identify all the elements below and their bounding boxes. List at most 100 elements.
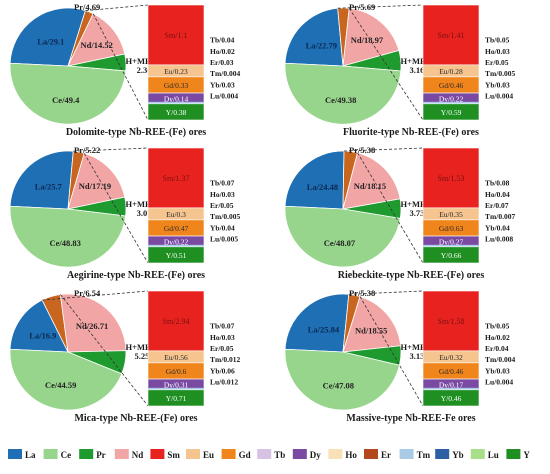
- pie-label-pr: Pr/5.22: [74, 145, 100, 155]
- pie-label-ce: Ce/48.83: [49, 238, 80, 248]
- bar-segment-sm: [422, 290, 480, 352]
- legend: La Ce Pr Nd Sm Eu Gd Tb Dy Ho Er Tm Yb Lu Y: [8, 449, 530, 460]
- pie-label-pr: Pr/6.54: [74, 288, 101, 298]
- bar-label-eu: Eu/0.32: [439, 353, 463, 362]
- pie-label-nd: Nd/17.19: [79, 181, 111, 191]
- minor-label-lu: Lu/0.008: [485, 235, 513, 244]
- pie-slice-nd: [59, 293, 127, 353]
- bar-label-eu: Eu/0.23: [164, 67, 188, 76]
- pie-label-la: La/25.7: [35, 181, 63, 191]
- pie-label-nd: Nd/14.52: [81, 40, 113, 50]
- legend-swatch-y: [506, 449, 521, 459]
- legend-swatch-dy: [292, 449, 307, 459]
- legend-swatch-tm: [399, 449, 414, 459]
- legend-swatch-pr: [79, 449, 94, 459]
- bar-label-sm: Sm/1.1: [165, 31, 188, 40]
- minor-label-er: Er/0.03: [210, 58, 234, 67]
- minor-label-yb: Yb/0.06: [210, 366, 235, 375]
- minor-label-tm: Tm/0.005: [485, 69, 515, 78]
- pie-label-nd: Nd/26.71: [76, 321, 108, 331]
- bar-label-y: Y/0.66: [441, 251, 462, 260]
- pie-label-pr: Pr/4.69: [74, 2, 100, 12]
- pie-slice-nd: [342, 152, 401, 210]
- legend-label-tm: Tm: [417, 450, 431, 460]
- minor-label-tb: Tb/0.05: [485, 322, 510, 331]
- pie-label-nd: Nd/18.55: [355, 325, 387, 335]
- minor-label-yb: Yb/0.03: [485, 80, 510, 89]
- pie-label-hmree: H+MREE 3.138: [401, 342, 438, 361]
- pie-label-hmree: H+MREE 3.169: [401, 56, 438, 75]
- bar-label-y: Y/0.71: [166, 394, 187, 403]
- bar-label-dy: Dy/0.22: [439, 94, 464, 103]
- bar-label-dy: Dy/0.31: [164, 380, 189, 389]
- pie-label-hmree: H+MREE 3.735: [401, 199, 438, 218]
- legend-label-gd: Gd: [239, 450, 251, 460]
- pie-label-hmree-value: 3.735: [409, 208, 428, 218]
- bar-segment-minor: [148, 244, 204, 247]
- pie-slice-ce: [284, 348, 400, 411]
- legend-swatch-yb: [435, 449, 450, 459]
- bar-label-y: Y/0.46: [441, 394, 462, 403]
- panel-riebeckite-type-nb-ree-fe-ores: Ce/48.07 La/24.48 Nd/18.15 Pr/5.38 H+MREE 3.7…: [284, 145, 515, 281]
- pie-label-hmree-value: 3.07: [137, 208, 153, 218]
- pie-label-nd: Nd/18.97: [351, 35, 384, 45]
- pie-label-hmree-name: H+MREE: [401, 56, 438, 66]
- legend-swatch-er: [364, 449, 378, 459]
- minor-label-ho: Ho/0.03: [485, 47, 510, 56]
- bar-segment-y: [147, 103, 205, 121]
- bar-label-sm: Sm/1.41: [438, 31, 465, 40]
- minor-label-lu: Lu/0.004: [485, 92, 513, 101]
- pie-label-pr: Pr/5.69: [349, 2, 375, 12]
- pie-slice-la: [284, 150, 345, 210]
- pie-label-ce: Ce/49.4: [52, 95, 80, 105]
- minor-label-yb: Yb/0.04: [210, 223, 235, 232]
- pie-label-hmree-value: 2.30: [137, 65, 152, 75]
- bar-label-y: Y/0.51: [166, 251, 187, 260]
- bar-segment-sm: [147, 147, 205, 209]
- minor-label-ho: Ho/0.02: [210, 47, 235, 56]
- minor-label-er: Er/0.05: [210, 344, 234, 353]
- minor-label-tm: Tm/0.005: [210, 212, 240, 221]
- bar-segment-y: [147, 389, 205, 407]
- minor-label-ho: Ho/0.04: [485, 190, 510, 199]
- minor-label-yb: Yb/0.03: [485, 366, 510, 375]
- minor-label-ho: Ho/0.03: [210, 333, 235, 342]
- bar-label-sm: Sm/1.53: [438, 174, 465, 183]
- legend-label-yb: Yb: [452, 450, 464, 460]
- pie-slice-ce: [9, 205, 127, 268]
- bar-label-eu: Eu/0.35: [439, 210, 463, 219]
- panel-aegirine-type-nb-ree-fe-ores: Ce/48.83 La/25.7 Nd/17.19 Pr/5.22 H+MREE 3.07…: [9, 145, 240, 281]
- pie-slice-la: [9, 7, 86, 67]
- bar-label-gd: Gd/0.47: [164, 224, 189, 233]
- connector-line-top: [73, 147, 149, 152]
- connector-line-bottom: [357, 152, 424, 264]
- pie-label-hmree: H+MREE 3.07: [126, 199, 163, 218]
- minor-label-ho: Ho/0.02: [485, 333, 510, 342]
- connector-line-top: [343, 147, 424, 152]
- pie-slice-nd: [342, 7, 400, 67]
- legend-swatch-lu: [470, 449, 485, 459]
- minor-label-er: Er/0.04: [485, 344, 509, 353]
- legend-swatch-tb: [257, 449, 272, 459]
- pie-label-hmree-name: H+MREE: [126, 56, 163, 66]
- connector-line-bottom: [348, 8, 424, 121]
- bar-label-gd: Gd/0.46: [439, 81, 464, 90]
- legend-label-dy: Dy: [310, 450, 321, 460]
- panel-title: Mica-type Nb-REE-(Fe) ores: [74, 413, 197, 424]
- minor-label-er: Er/0.05: [485, 58, 509, 67]
- connector-line-bottom: [83, 153, 149, 264]
- pie-label-hmree-value: 3.169: [409, 65, 428, 75]
- legend-swatch-nd: [114, 449, 129, 459]
- legend-label-ce: Ce: [61, 450, 72, 460]
- pie-label-hmree-name: H+MREE: [126, 342, 163, 352]
- bar-label-gd: Gd/0.46: [439, 367, 464, 376]
- panel-title: Riebeckite-type Nb-REE-(Fe) ores: [338, 270, 485, 281]
- panel-title: Aegirine-type Nb-REE-(Fe) ores: [67, 270, 205, 281]
- connector-line-bottom: [60, 294, 149, 407]
- minor-label-ho: Ho/0.03: [210, 190, 235, 199]
- panel-mica-type-nb-ree-fe-ores: Ce/44.59 La/16.9 Nd/26.71 Pr/6.54 H+MREE 5.25…: [9, 288, 240, 424]
- pie-slice-nd: [67, 13, 126, 67]
- minor-label-tm: Tm/0.004: [485, 355, 515, 364]
- bar-segment-sm: [422, 4, 480, 66]
